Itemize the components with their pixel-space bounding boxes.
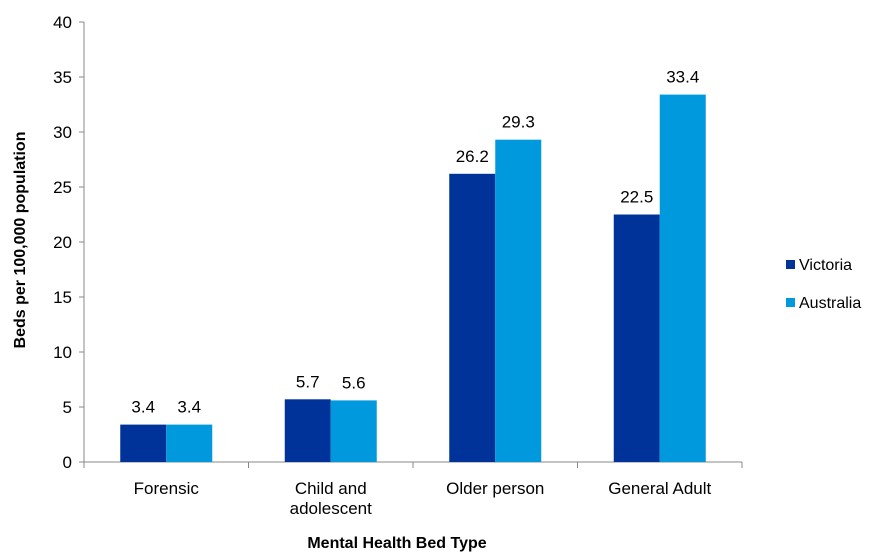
bar-victoria bbox=[120, 424, 167, 462]
data-label: 33.4 bbox=[666, 68, 699, 87]
bar-victoria bbox=[284, 399, 331, 462]
y-tick-label: 25 bbox=[53, 178, 72, 197]
y-tick-label: 20 bbox=[53, 233, 72, 252]
bar-victoria bbox=[613, 214, 660, 462]
y-tick-label: 10 bbox=[53, 343, 72, 362]
x-tick-label: Older person bbox=[446, 479, 544, 498]
bar-victoria bbox=[449, 173, 496, 463]
data-label: 22.5 bbox=[620, 188, 653, 207]
y-tick-label: 40 bbox=[53, 13, 72, 32]
x-tick-label: adolescent bbox=[290, 499, 373, 518]
bar-australia bbox=[659, 94, 706, 462]
y-tick-label: 35 bbox=[53, 68, 72, 87]
bar-australia bbox=[330, 400, 377, 462]
data-label: 5.7 bbox=[296, 372, 320, 391]
bar-australia bbox=[495, 139, 542, 462]
legend-swatch bbox=[786, 260, 795, 269]
y-tick-label: 30 bbox=[53, 123, 72, 142]
bars bbox=[120, 94, 706, 463]
legend-swatch bbox=[786, 298, 795, 307]
data-labels: 3.4 3.4 5.7 5.6 26.2 29.3 22.5 33.4 bbox=[131, 68, 699, 417]
data-label: 29.3 bbox=[502, 113, 535, 132]
y-tick-label: 15 bbox=[53, 288, 72, 307]
bar-australia bbox=[166, 424, 213, 462]
x-tick-label: Child and bbox=[295, 479, 367, 498]
y-tick-label: 0 bbox=[63, 453, 72, 472]
y-axis: 0 5 10 15 20 25 30 35 40 bbox=[53, 13, 85, 472]
legend-label: Australia bbox=[799, 295, 861, 312]
data-label: 26.2 bbox=[456, 147, 489, 166]
data-label: 3.4 bbox=[177, 398, 201, 417]
legend: Victoria Australia bbox=[786, 257, 861, 312]
y-tick-label: 5 bbox=[63, 398, 72, 417]
legend-label: Victoria bbox=[799, 257, 852, 274]
x-axis-title: Mental Health Bed Type bbox=[307, 535, 486, 552]
x-tick-label: Forensic bbox=[134, 479, 200, 498]
y-axis-title: Beds per 100,000 population bbox=[12, 132, 29, 349]
x-tick-label: General Adult bbox=[608, 479, 711, 498]
data-label: 3.4 bbox=[131, 398, 155, 417]
data-label: 5.6 bbox=[342, 373, 366, 392]
